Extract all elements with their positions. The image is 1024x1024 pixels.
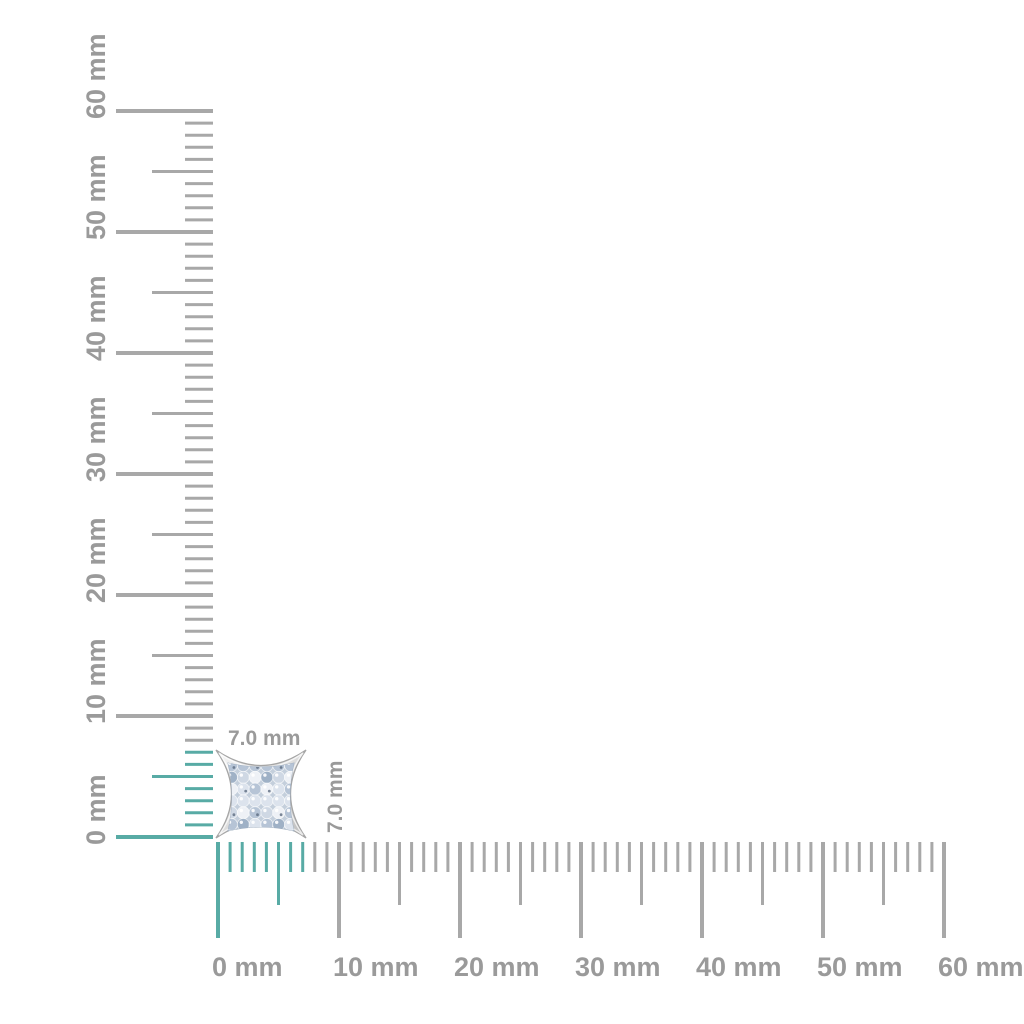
pave-stone-glint — [263, 773, 267, 777]
pave-stone — [236, 770, 250, 784]
pave-stone — [248, 782, 262, 796]
pave-stone-glint — [263, 797, 267, 801]
v-tick-label: 10 mm — [81, 638, 111, 724]
pave-stone-glint — [239, 808, 243, 813]
h-tick-label: 40 mm — [696, 952, 782, 982]
pave-stone — [248, 794, 262, 808]
pave-stone — [236, 806, 250, 820]
v-tick-label: 0 mm — [81, 774, 111, 845]
pave-stone-glint — [239, 785, 243, 789]
pave-stone-facet — [291, 789, 294, 793]
pave-stone-glint — [275, 808, 279, 813]
pave-stone-glint — [251, 773, 255, 777]
pave-stone-glint — [263, 820, 267, 824]
pave-stone — [248, 818, 262, 831]
pave-stone — [236, 818, 250, 831]
pave-stone — [272, 818, 286, 831]
v-tick-label: 20 mm — [81, 517, 111, 603]
v-tick-label: 40 mm — [81, 275, 111, 361]
height-measurement-label: 7.0 mm — [324, 761, 347, 833]
pave-stone-facet — [267, 789, 271, 793]
pave-stone-glint — [286, 785, 291, 789]
pave-stone-facet — [232, 766, 236, 769]
pave-stone — [272, 770, 286, 784]
pave-stone — [236, 794, 250, 808]
pave-stone-glint — [286, 808, 291, 813]
pave-stone-glint — [251, 785, 255, 789]
pave-stone-glint — [286, 797, 291, 801]
h-tick-label: 10 mm — [333, 952, 419, 982]
vertical-ruler: 0 mm 10 mm 20 mm 30 mm 40 mm 50 mm 60 mm — [81, 33, 213, 845]
pave-stone-glint — [239, 820, 243, 824]
pave-stone — [260, 782, 274, 796]
pave-stone-glint — [263, 763, 267, 765]
pave-stone-facet — [244, 789, 248, 793]
pave-stone-glint — [239, 797, 243, 801]
pave-stone-facet — [279, 766, 283, 769]
h-tick-label: 20 mm — [454, 952, 540, 982]
pave-stone — [260, 794, 274, 808]
pave-stone — [272, 794, 286, 808]
pave-stone-glint — [251, 808, 255, 813]
pave-stone-glint — [263, 808, 267, 813]
pave-stone — [248, 770, 262, 784]
h-tick-label: 30 mm — [575, 952, 661, 982]
width-measurement-label: 7.0 mm — [228, 727, 300, 750]
pave-stone-glint — [286, 820, 291, 824]
earring-image — [215, 749, 307, 839]
pave-stone-glint — [251, 820, 255, 824]
pave-stone-glint — [275, 797, 279, 801]
h-tick-label: 0 mm — [212, 952, 283, 982]
pave-stone-facet — [279, 813, 283, 817]
pave-stone — [260, 818, 274, 831]
pave-stone-glint — [286, 773, 291, 777]
pave-stone-glint — [251, 797, 255, 801]
horizontal-ruler: 0 mm 10 mm 20 mm 30 mm 40 mm 50 mm 60 mm — [212, 842, 1024, 982]
pave-stone — [272, 782, 286, 796]
pave-stone — [260, 806, 274, 820]
pave-stone-facet — [232, 813, 236, 817]
pave-stone — [228, 770, 238, 784]
pave-stone-glint — [275, 820, 279, 824]
pave-stone-glint — [275, 773, 279, 777]
pave-stone — [272, 806, 286, 820]
v-tick-label: 30 mm — [81, 396, 111, 482]
pave-stone-glint — [239, 773, 243, 777]
pave-stone — [236, 782, 250, 796]
pave-stone-glint — [275, 785, 279, 789]
pave-stone — [260, 770, 274, 784]
pave-stone — [248, 806, 262, 820]
pave-stone — [284, 770, 294, 784]
pave-stone-glint — [263, 785, 267, 789]
v-tick-label: 50 mm — [81, 154, 111, 240]
v-tick-label: 60 mm — [81, 33, 111, 119]
pave-stone-facet — [256, 813, 259, 817]
h-tick-label: 60 mm — [938, 952, 1024, 982]
pave-field — [227, 762, 295, 832]
h-tick-label: 50 mm — [817, 952, 903, 982]
